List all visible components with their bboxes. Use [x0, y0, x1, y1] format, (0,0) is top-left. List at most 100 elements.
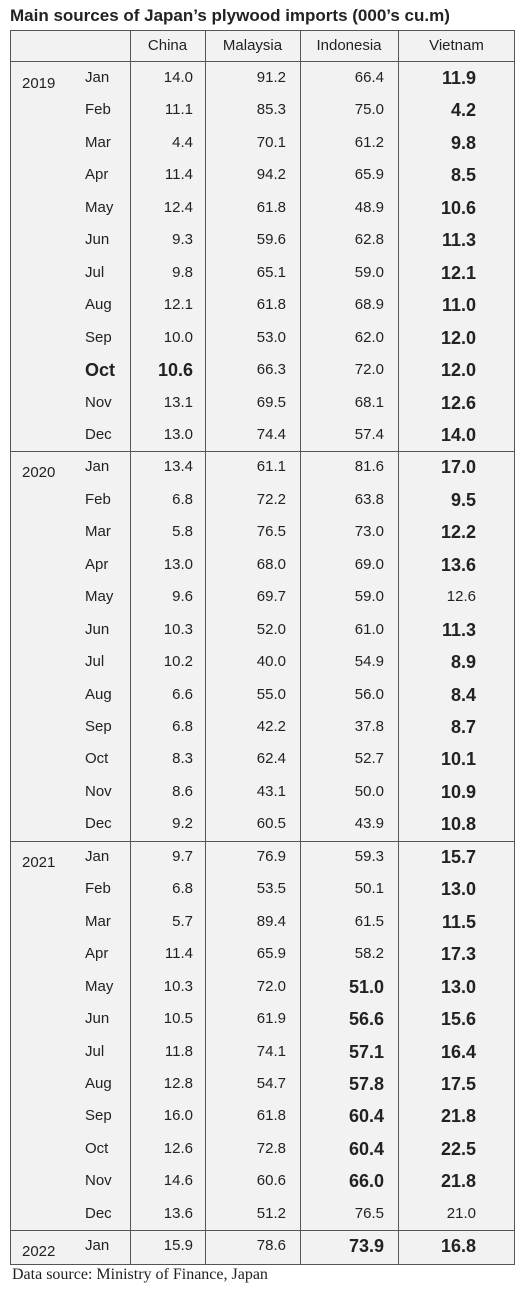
month-label: Feb	[85, 101, 111, 119]
column-line	[300, 30, 301, 1265]
cell-value: 60.5	[256, 815, 286, 833]
cell-value: 6.8	[172, 880, 193, 898]
cell-value: 61.8	[256, 296, 286, 314]
month-label: Nov	[85, 782, 112, 800]
cell-value: 5.7	[172, 912, 193, 930]
group-line	[10, 1230, 515, 1232]
cell-value: 60.4	[348, 1138, 384, 1159]
cell-value: 57.1	[348, 1041, 384, 1062]
month-label: Aug	[85, 296, 112, 314]
cell-value: 15.7	[440, 846, 476, 867]
month-label: Jan	[85, 69, 110, 86]
cell-value: 12.4	[163, 198, 193, 216]
cell-value: 66.4	[354, 69, 384, 86]
month-label: Oct	[85, 360, 116, 381]
month-label: Mar	[85, 523, 111, 541]
cell-value: 13.6	[163, 1204, 193, 1222]
month-label: Jan	[85, 847, 110, 865]
month-label: Apr	[85, 166, 109, 184]
month-label: Aug	[85, 1074, 112, 1092]
cell-value: 59.6	[256, 231, 286, 249]
cell-value: 4.4	[172, 133, 193, 151]
column-header: Indonesia	[316, 37, 382, 54]
cell-value: 9.8	[450, 132, 476, 153]
cell-value: 9.8	[172, 263, 193, 281]
cell-value: 43.1	[256, 782, 286, 800]
cell-value: 40.0	[256, 653, 286, 671]
cell-value: 12.2	[440, 522, 476, 543]
cell-value: 14.0	[163, 69, 193, 86]
cell-value: 9.7	[172, 847, 193, 865]
cell-value: 8.3	[172, 750, 193, 768]
column-line	[130, 30, 131, 1265]
cell-value: 55.0	[256, 685, 286, 703]
cell-value: 8.6	[172, 782, 193, 800]
cell-value: 61.8	[256, 198, 286, 216]
cell-value: 74.4	[256, 425, 286, 443]
month-label: Feb	[85, 880, 111, 898]
cell-value: 8.5	[450, 165, 476, 186]
month-label: May	[85, 198, 114, 216]
cell-value: 91.2	[256, 69, 286, 86]
cell-value: 53.5	[256, 880, 286, 898]
cell-value: 68.0	[256, 555, 286, 573]
cell-value: 66.3	[256, 361, 286, 379]
cell-value: 59.3	[354, 847, 384, 865]
cell-value: 10.8	[440, 814, 476, 835]
cell-value: 61.1	[256, 458, 286, 476]
cell-value: 69.0	[354, 555, 384, 573]
cell-value: 11.4	[164, 945, 193, 963]
title: Main sources of Japan’s plywood imports …	[10, 6, 450, 25]
cell-value: 65.1	[256, 263, 286, 281]
cell-value: 43.9	[354, 815, 384, 833]
cell-value: 76.9	[256, 847, 286, 865]
cell-value: 10.6	[440, 197, 476, 218]
cell-value: 72.0	[256, 977, 286, 995]
cell-value: 57.8	[348, 1073, 384, 1094]
cell-value: 12.6	[440, 392, 476, 413]
cell-value: 81.6	[354, 458, 384, 476]
cell-value: 10.3	[163, 620, 193, 638]
cell-value: 13.6	[440, 554, 476, 575]
year-label: 2019	[22, 75, 56, 92]
cell-value: 10.0	[163, 328, 193, 346]
cell-value: 61.0	[354, 620, 384, 638]
cell-value: 51.2	[256, 1204, 286, 1222]
month-label: Aug	[85, 685, 112, 703]
cell-value: 52.0	[256, 620, 286, 638]
cell-value: 10.5	[163, 1010, 193, 1028]
cell-value: 10.6	[157, 360, 193, 381]
cell-value: 17.3	[440, 944, 476, 965]
cell-value: 58.2	[354, 945, 384, 963]
cell-value: 72.8	[256, 1139, 286, 1157]
cell-value: 9.6	[172, 588, 193, 606]
cell-value: 11.0	[441, 295, 476, 316]
cell-value: 61.9	[256, 1010, 286, 1028]
cell-value: 9.5	[450, 489, 476, 510]
month-label: Jan	[85, 1237, 110, 1255]
cell-value: 68.9	[354, 296, 384, 314]
cell-value: 11.4	[164, 166, 193, 184]
month-label: Oct	[85, 1139, 109, 1157]
month-label: Jun	[85, 231, 110, 249]
cell-value: 69.7	[256, 588, 286, 606]
cell-value: 72.0	[354, 361, 384, 379]
month-label: Mar	[85, 133, 111, 151]
cell-value: 53.0	[256, 328, 286, 346]
cell-value: 8.4	[450, 684, 476, 705]
cell-value: 85.3	[256, 101, 286, 119]
source-note: Data source: Ministry of Finance, Japan	[12, 1266, 268, 1283]
cell-value: 70.1	[256, 133, 286, 151]
cell-value: 21.0	[446, 1204, 476, 1222]
cell-value: 11.3	[441, 619, 476, 640]
cell-value: 61.2	[354, 133, 384, 151]
cell-value: 74.1	[256, 1042, 286, 1060]
cell-value: 78.6	[256, 1237, 286, 1255]
cell-value: 12.6	[446, 588, 476, 606]
cell-value: 6.6	[172, 685, 193, 703]
cell-value: 50.1	[354, 880, 384, 898]
cell-value: 68.1	[354, 393, 384, 411]
month-label: Apr	[85, 945, 109, 963]
cell-value: 73.9	[348, 1236, 384, 1257]
cell-value: 11.8	[164, 1042, 193, 1060]
